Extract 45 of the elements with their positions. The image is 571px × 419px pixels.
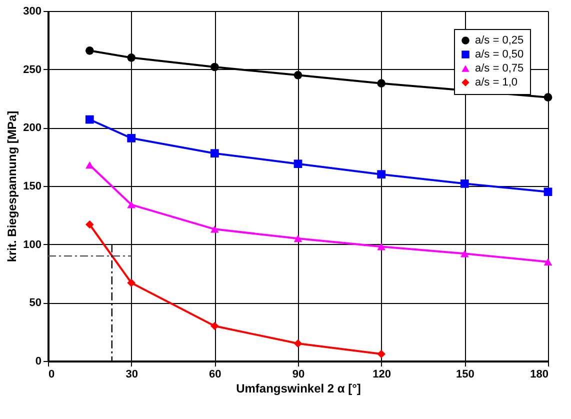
point [85, 161, 94, 169]
y-tick-label: 150 [23, 180, 42, 192]
point [460, 250, 469, 258]
point [210, 322, 219, 330]
y-axis-title: krit. Biegespannung [MPa] [5, 110, 20, 262]
point [294, 234, 302, 242]
x-tick-label: 120 [372, 368, 392, 380]
legend-label: a/s = 1,0 [475, 76, 518, 88]
point [377, 79, 386, 88]
point [294, 339, 302, 348]
x-tick-label: 90 [292, 368, 305, 380]
point [127, 278, 136, 288]
point [127, 201, 136, 208]
x-axis-title: Umfangswinkel 2 α [°] [236, 382, 361, 396]
point [377, 350, 386, 358]
point [460, 179, 469, 188]
legend-label: a/s = 0,50 [475, 48, 524, 60]
point [377, 170, 386, 179]
y-tick-label: 200 [23, 122, 42, 134]
point [85, 46, 94, 55]
x-tick-label: 180 [530, 368, 548, 380]
point [544, 188, 552, 196]
legend-label: a/s = 0,75 [475, 62, 524, 74]
point [210, 62, 219, 72]
point [377, 243, 386, 250]
point [85, 115, 94, 124]
y-tick-label: 50 [29, 297, 42, 310]
point [544, 93, 552, 102]
legend-label: a/s = 0,25 [475, 34, 524, 46]
point [294, 70, 302, 80]
x-tick-label: 150 [456, 368, 474, 380]
point [127, 134, 136, 142]
point [127, 53, 136, 62]
x-tick-label: 30 [126, 368, 138, 380]
y-tick-label: 300 [23, 6, 42, 18]
x-tick-label: 0 [48, 368, 55, 380]
x-tick-label: 60 [209, 368, 222, 380]
point [85, 220, 94, 229]
y-tick-label: 100 [23, 238, 42, 251]
point [210, 226, 219, 233]
y-tick-label: 0 [35, 356, 42, 368]
y-tick-label: 250 [23, 64, 42, 76]
point [544, 258, 552, 266]
point [294, 160, 302, 168]
point [210, 149, 219, 158]
